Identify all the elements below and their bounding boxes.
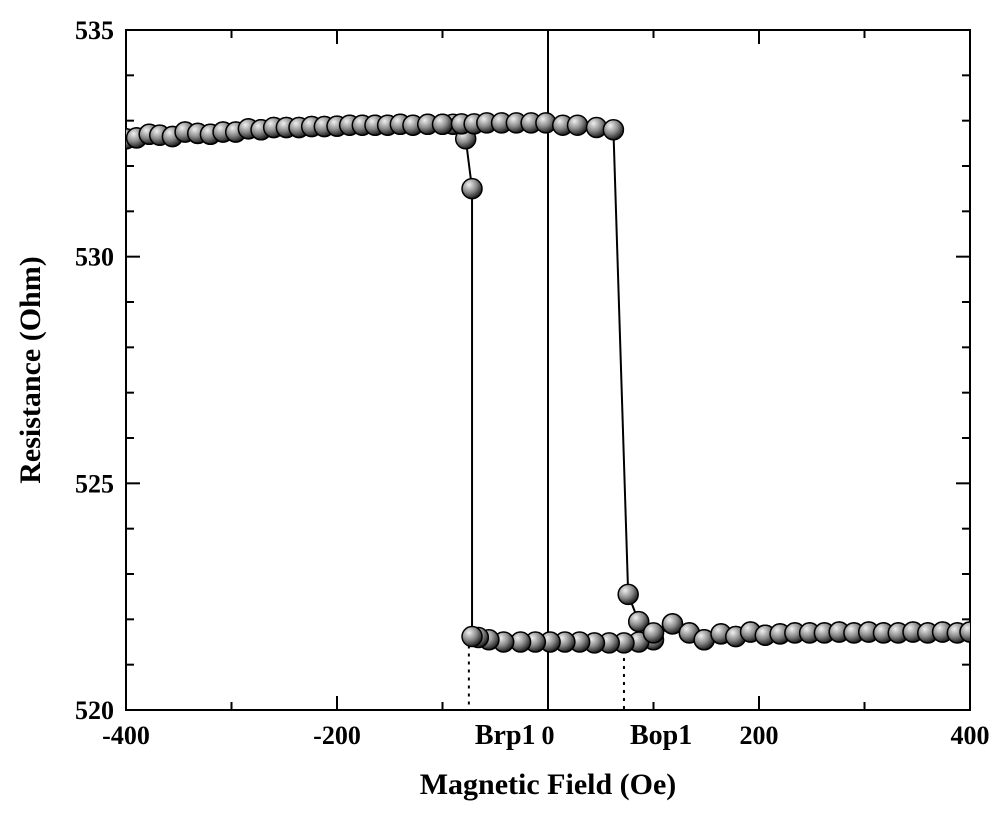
x-tick-label: 200 [740, 721, 779, 750]
x-tick-label: 0 [542, 721, 555, 750]
data-point [462, 179, 482, 199]
data-point [433, 114, 453, 134]
y-tick-label: 525 [75, 469, 114, 498]
data-point [618, 584, 638, 604]
x-tick-label: -400 [102, 721, 150, 750]
chart-svg: -400 -200 0 200 400 520 525 530 535 Resistance (O… [0, 0, 1000, 834]
resistance-hysteresis-chart: -400 -200 0 200 400 520 525 530 535 Resistance (O… [0, 0, 1000, 834]
annotation-label: Bop1 [630, 720, 692, 751]
data-point [644, 623, 664, 643]
x-axis-label: Magnetic Field (Oe) [420, 768, 677, 801]
data-point [568, 115, 588, 135]
annotation-label: Brp1 [475, 720, 536, 751]
y-tick-label: 535 [75, 16, 114, 45]
y-axis-label: Resistance (Ohm) [14, 256, 47, 483]
data-point [462, 627, 482, 647]
y-tick-label: 520 [75, 696, 114, 725]
x-tick-label: -200 [313, 721, 361, 750]
x-tick-label: 400 [951, 721, 990, 750]
data-point [603, 120, 623, 140]
data-point [960, 622, 980, 642]
y-tick-label: 530 [75, 243, 114, 272]
